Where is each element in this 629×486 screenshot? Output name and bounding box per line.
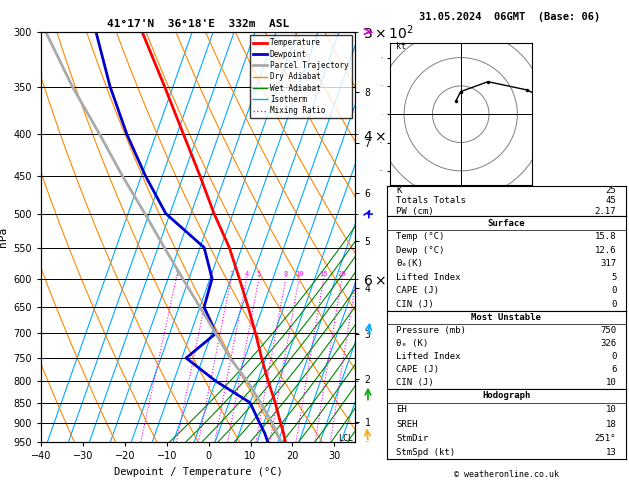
- Text: 0: 0: [611, 352, 616, 361]
- Text: 15.8: 15.8: [595, 232, 616, 241]
- Text: 0: 0: [611, 286, 616, 295]
- Text: Surface: Surface: [487, 219, 525, 227]
- Text: Most Unstable: Most Unstable: [471, 313, 542, 322]
- Text: Pressure (mb): Pressure (mb): [396, 326, 466, 335]
- Text: 18: 18: [606, 419, 616, 429]
- Text: PW (cm): PW (cm): [396, 207, 434, 216]
- Text: 5: 5: [611, 273, 616, 282]
- Legend: Temperature, Dewpoint, Parcel Trajectory, Dry Adiabat, Wet Adiabat, Isotherm, Mi: Temperature, Dewpoint, Parcel Trajectory…: [250, 35, 352, 118]
- Text: EH: EH: [396, 405, 407, 415]
- Text: Temp (°C): Temp (°C): [396, 232, 445, 241]
- Text: 5: 5: [257, 271, 261, 278]
- Text: 0: 0: [611, 300, 616, 309]
- Text: θₑ(K): θₑ(K): [396, 259, 423, 268]
- Text: Hodograph: Hodograph: [482, 391, 530, 400]
- Text: Totals Totals: Totals Totals: [396, 196, 466, 206]
- Text: 251°: 251°: [595, 434, 616, 443]
- Text: Lifted Index: Lifted Index: [396, 273, 461, 282]
- Text: 8: 8: [284, 271, 288, 278]
- Text: 45: 45: [606, 196, 616, 206]
- Text: SREH: SREH: [396, 419, 418, 429]
- Y-axis label: km
ASL: km ASL: [416, 215, 434, 237]
- Y-axis label: hPa: hPa: [0, 227, 8, 247]
- Text: CAPE (J): CAPE (J): [396, 286, 440, 295]
- Text: 2: 2: [208, 271, 213, 278]
- Text: CIN (J): CIN (J): [396, 300, 434, 309]
- Title: 41°17'N  36°18'E  332m  ASL: 41°17'N 36°18'E 332m ASL: [107, 19, 289, 30]
- Text: 4: 4: [245, 271, 248, 278]
- Text: 10: 10: [295, 271, 303, 278]
- Text: 15: 15: [320, 271, 328, 278]
- Text: 317: 317: [600, 259, 616, 268]
- Text: 750: 750: [600, 326, 616, 335]
- Text: 12.6: 12.6: [595, 245, 616, 255]
- Text: K: K: [396, 186, 402, 195]
- Text: 31.05.2024  06GMT  (Base: 06): 31.05.2024 06GMT (Base: 06): [419, 12, 600, 22]
- Text: 3: 3: [229, 271, 233, 278]
- Text: StmDir: StmDir: [396, 434, 428, 443]
- Text: 25: 25: [606, 186, 616, 195]
- X-axis label: Dewpoint / Temperature (°C): Dewpoint / Temperature (°C): [114, 467, 282, 477]
- Text: θₑ (K): θₑ (K): [396, 339, 428, 348]
- Text: 326: 326: [600, 339, 616, 348]
- Text: 13: 13: [606, 448, 616, 457]
- Text: 10: 10: [606, 378, 616, 387]
- Text: CAPE (J): CAPE (J): [396, 365, 440, 374]
- Text: 2.17: 2.17: [595, 207, 616, 216]
- Text: CIN (J): CIN (J): [396, 378, 434, 387]
- Text: StmSpd (kt): StmSpd (kt): [396, 448, 455, 457]
- Text: Dewp (°C): Dewp (°C): [396, 245, 445, 255]
- Text: kt: kt: [396, 42, 406, 51]
- Text: 20: 20: [338, 271, 346, 278]
- Text: 10: 10: [606, 405, 616, 415]
- Text: Lifted Index: Lifted Index: [396, 352, 461, 361]
- Text: LCL: LCL: [338, 434, 353, 443]
- Text: 1: 1: [174, 271, 179, 278]
- Text: 6: 6: [611, 365, 616, 374]
- Text: © weatheronline.co.uk: © weatheronline.co.uk: [454, 470, 559, 479]
